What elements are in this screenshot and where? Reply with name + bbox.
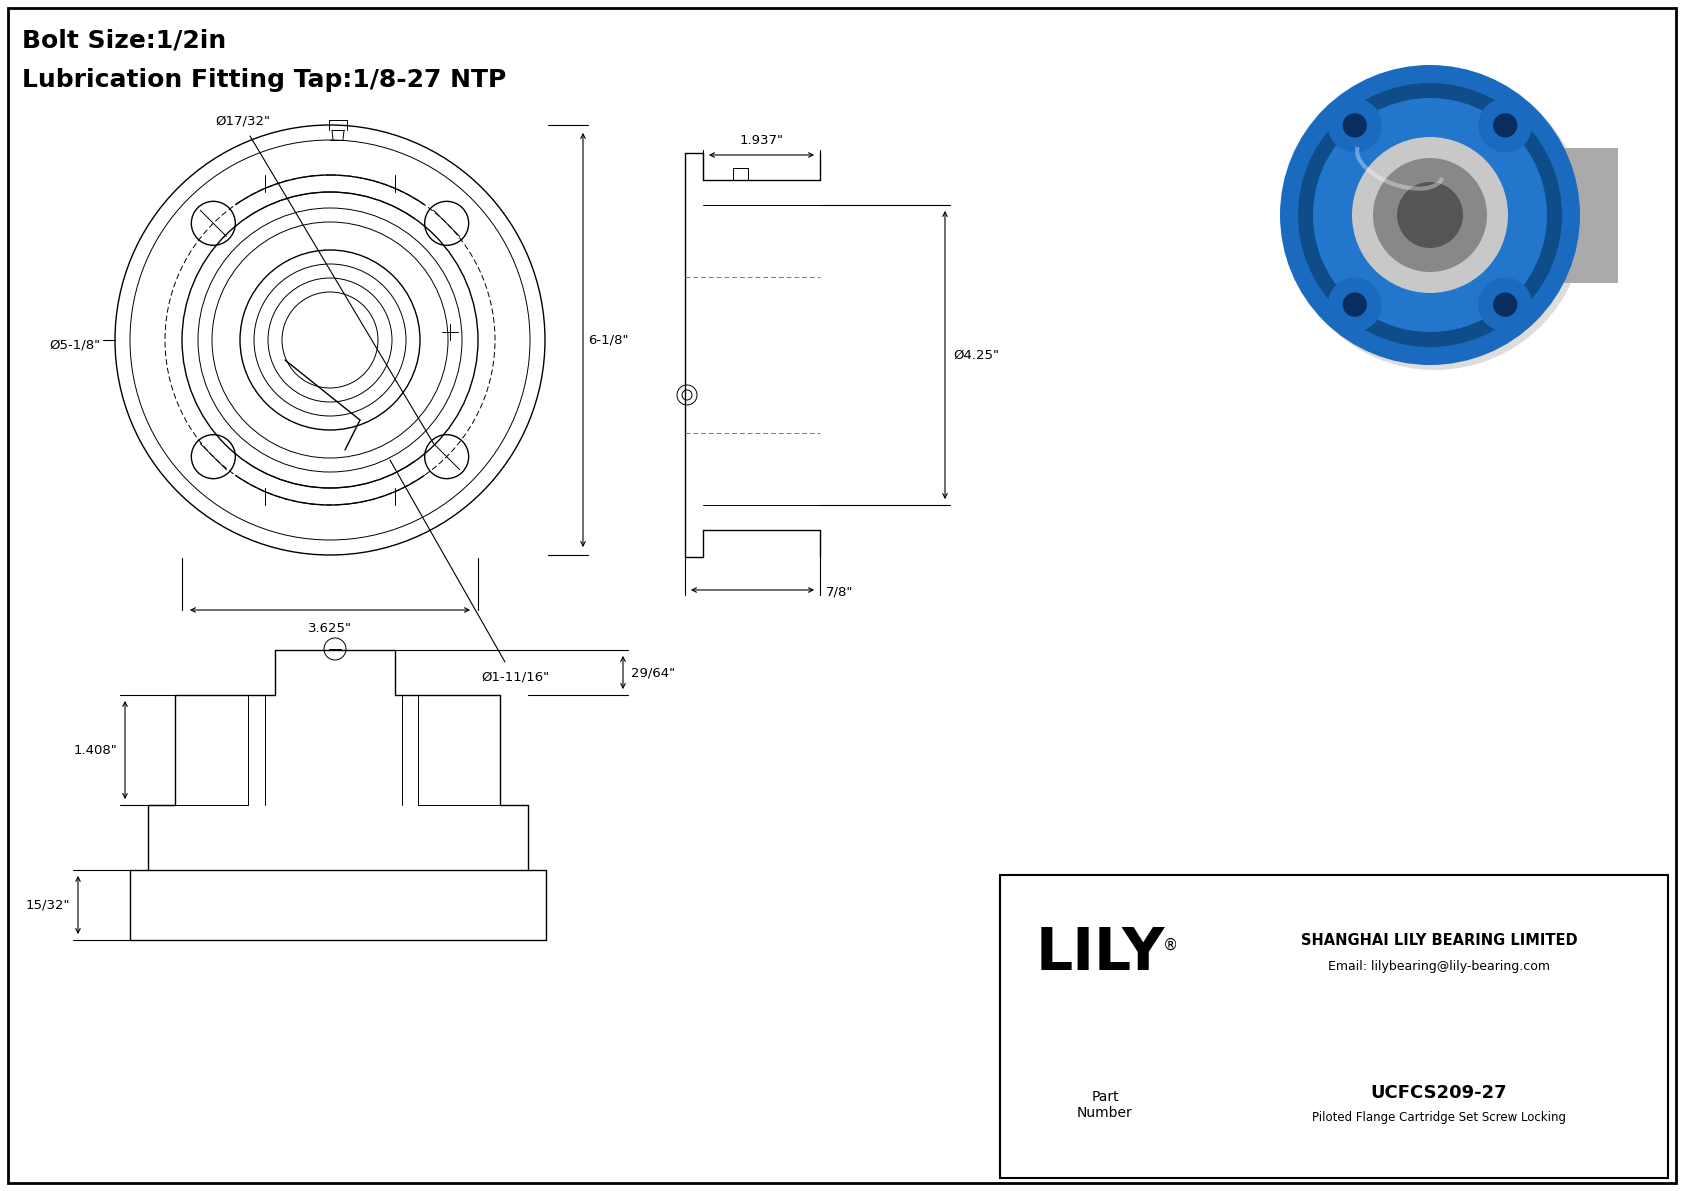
Circle shape — [1327, 99, 1383, 152]
Text: Bolt Size:1/2in: Bolt Size:1/2in — [22, 29, 226, 52]
Circle shape — [1285, 70, 1585, 370]
Bar — [1536, 148, 1618, 282]
Text: Ø5-1/8": Ø5-1/8" — [49, 338, 99, 351]
Text: Piloted Flange Cartridge Set Screw Locking: Piloted Flange Cartridge Set Screw Locki… — [1312, 1111, 1566, 1124]
Text: Ø4.25": Ø4.25" — [953, 349, 999, 362]
Text: 29/64": 29/64" — [632, 666, 675, 679]
Circle shape — [1494, 293, 1517, 317]
Text: 3.625": 3.625" — [308, 622, 352, 635]
Circle shape — [1352, 137, 1507, 293]
Text: Email: lilybearing@lily-bearing.com: Email: lilybearing@lily-bearing.com — [1329, 960, 1549, 973]
Text: 7/8": 7/8" — [825, 586, 854, 599]
Text: UCFCS209-27: UCFCS209-27 — [1371, 1084, 1507, 1103]
Circle shape — [1314, 98, 1548, 332]
Text: Ø17/32": Ø17/32" — [216, 116, 269, 127]
Text: LILY: LILY — [1036, 925, 1165, 983]
Circle shape — [1280, 66, 1580, 364]
Circle shape — [1372, 158, 1487, 272]
Circle shape — [1494, 113, 1517, 137]
Circle shape — [1327, 278, 1383, 331]
Text: SHANGHAI LILY BEARING LIMITED: SHANGHAI LILY BEARING LIMITED — [1300, 934, 1578, 948]
Circle shape — [1342, 293, 1367, 317]
Text: 15/32": 15/32" — [25, 898, 71, 911]
Bar — [1000, 875, 1667, 1178]
Text: 1.408": 1.408" — [72, 743, 116, 756]
Text: 6-1/8": 6-1/8" — [588, 333, 628, 347]
Text: Lubrication Fitting Tap:1/8-27 NTP: Lubrication Fitting Tap:1/8-27 NTP — [22, 68, 507, 92]
Text: ®: ® — [1164, 937, 1179, 953]
Circle shape — [1342, 113, 1367, 137]
Circle shape — [1398, 182, 1463, 248]
Text: 1.937": 1.937" — [739, 135, 783, 146]
Circle shape — [1298, 83, 1563, 347]
Circle shape — [1479, 99, 1532, 152]
Text: Ø1-11/16": Ø1-11/16" — [482, 671, 549, 682]
Text: Part
Number: Part Number — [1078, 1090, 1133, 1121]
Circle shape — [1479, 278, 1532, 331]
